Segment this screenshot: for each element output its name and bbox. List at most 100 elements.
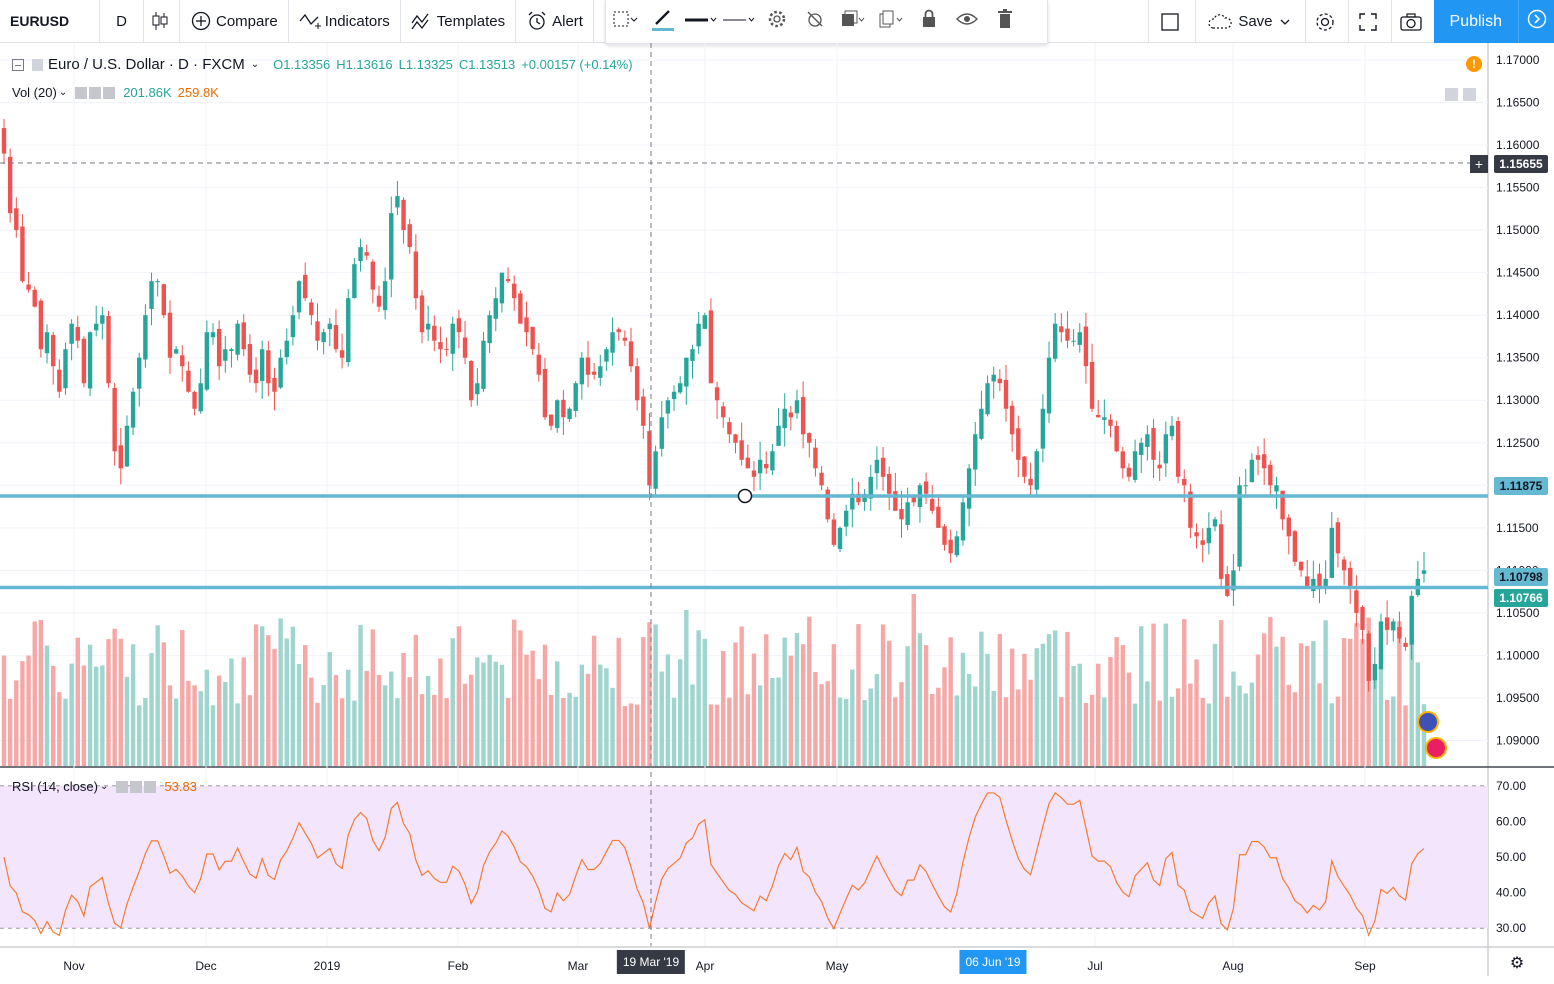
alert-button[interactable]: Alert — [516, 0, 594, 43]
volume-bar — [1046, 634, 1052, 766]
volume-bar — [7, 698, 13, 766]
candle-body — [721, 406, 726, 418]
candle-body — [266, 350, 271, 384]
copy-icon — [878, 9, 904, 34]
volume-bar — [81, 665, 87, 766]
candle-body — [604, 349, 609, 362]
volume-bar — [1071, 665, 1076, 766]
candle-body — [155, 281, 160, 283]
candle-body — [173, 349, 179, 354]
volume-bar — [567, 692, 572, 766]
candle-body — [75, 327, 80, 341]
compare-button[interactable]: Compare — [180, 0, 289, 43]
volume-bar — [1280, 636, 1285, 766]
gear-icon[interactable] — [130, 780, 143, 793]
volume-bar — [1348, 638, 1353, 766]
eye-icon[interactable] — [75, 86, 88, 99]
volume-bar — [425, 675, 431, 766]
candle-body — [1151, 428, 1156, 460]
candle-body — [659, 417, 664, 449]
volume-label[interactable]: Vol (20) — [12, 85, 57, 100]
close-icon[interactable] — [144, 780, 157, 793]
warning-icon[interactable]: ! — [1466, 56, 1482, 72]
volume-bar — [862, 700, 867, 766]
candle-body — [997, 378, 1003, 384]
rsi-label[interactable]: RSI (14, close) — [12, 779, 98, 794]
chart-type-button[interactable] — [144, 0, 180, 43]
volume-bar — [235, 703, 240, 766]
candle-body — [1409, 595, 1414, 645]
volume-bar — [788, 655, 794, 766]
interval-button[interactable]: D — [100, 0, 144, 43]
delete-button[interactable] — [986, 1, 1024, 43]
volume-bar — [727, 697, 732, 766]
candle-body — [788, 412, 794, 418]
candle-body — [1194, 532, 1199, 537]
volume-bar — [450, 638, 455, 766]
volume-bar — [1083, 702, 1089, 766]
pane-collapse-icon[interactable] — [1445, 88, 1458, 101]
symbol-search-button[interactable]: EURUSD — [0, 0, 100, 43]
candle-body — [948, 539, 953, 554]
change-value: +0.00157 (+0.14%) — [521, 57, 633, 72]
settings-corner-icon[interactable]: ⚙ — [1509, 955, 1525, 972]
candle-body — [1028, 478, 1033, 486]
gear-icon[interactable] — [89, 86, 102, 99]
price-tick-label: 1.10500 — [1496, 606, 1540, 620]
volume-bar — [966, 673, 972, 766]
candle-body — [512, 283, 517, 299]
chevron-down-icon[interactable]: ⌄ — [250, 59, 260, 70]
save-button[interactable]: Save — [1196, 0, 1306, 43]
chevron-down-icon[interactable]: ⌄ — [58, 87, 68, 98]
go-forward-button[interactable] — [1518, 0, 1554, 43]
interval-label: D — [116, 12, 127, 30]
candle-body — [1292, 531, 1298, 562]
candle-body — [1095, 414, 1101, 418]
candle-body — [960, 502, 966, 541]
line-style-button[interactable] — [720, 1, 758, 43]
settings-button[interactable] — [1306, 0, 1349, 43]
candle-body — [1040, 408, 1046, 449]
line-width-button[interactable] — [682, 1, 720, 43]
fullscreen-button[interactable] — [1349, 0, 1392, 43]
symbol-title[interactable]: Euro / U.S. Dollar · D · FXCM — [48, 56, 245, 73]
candle-body — [1218, 524, 1224, 579]
crosshair-price-label: 1.15655 — [1494, 155, 1548, 173]
clone-button[interactable] — [872, 1, 910, 43]
pane-maximize-icon[interactable] — [1463, 88, 1476, 101]
drawing-settings-button[interactable] — [758, 1, 796, 43]
volume-bar — [253, 624, 259, 766]
volume-bar — [229, 658, 234, 766]
snapshot-button[interactable] — [1392, 0, 1434, 43]
collapse-legend-icon[interactable] — [12, 58, 24, 71]
close-icon[interactable] — [103, 86, 116, 99]
drag-handle-button[interactable] — [606, 1, 644, 43]
volume-bar — [75, 637, 80, 766]
crosshair-plus-icon[interactable]: + — [1470, 155, 1488, 173]
lock-button[interactable] — [910, 1, 948, 43]
volume-bar — [807, 616, 812, 766]
publish-button[interactable]: Publish — [1433, 0, 1518, 43]
chart-area[interactable]: 1.17000 1.16500 1.16000 1.15500 1.15000 1.145… — [0, 43, 1554, 984]
volume-bar — [997, 633, 1003, 766]
line1-price-label: 1.11875 — [1494, 477, 1548, 495]
candle-body — [696, 323, 701, 347]
layout-button[interactable] — [1148, 0, 1197, 43]
line-color-button[interactable] — [644, 1, 682, 43]
chevron-down-icon[interactable]: ⌄ — [99, 781, 109, 792]
alert-on-drawing-button[interactable] — [796, 1, 834, 43]
volume-bar — [32, 621, 37, 766]
volume-bar — [764, 634, 769, 766]
candle-body — [296, 281, 302, 313]
main-legend: Euro / U.S. Dollar · D · FXCM ⌄ O1.13356… — [12, 56, 639, 73]
candle-body — [1108, 419, 1113, 426]
indicators-button[interactable]: Indicators — [289, 0, 401, 43]
volume-bar — [389, 671, 394, 766]
templates-button[interactable]: Templates — [401, 0, 517, 43]
drawing-anchor-handle — [737, 488, 753, 504]
eye-icon[interactable] — [116, 780, 129, 793]
visual-order-button[interactable] — [834, 1, 872, 43]
hide-button[interactable] — [948, 1, 986, 43]
volume-bar — [512, 619, 517, 766]
volume-bar — [843, 698, 849, 766]
